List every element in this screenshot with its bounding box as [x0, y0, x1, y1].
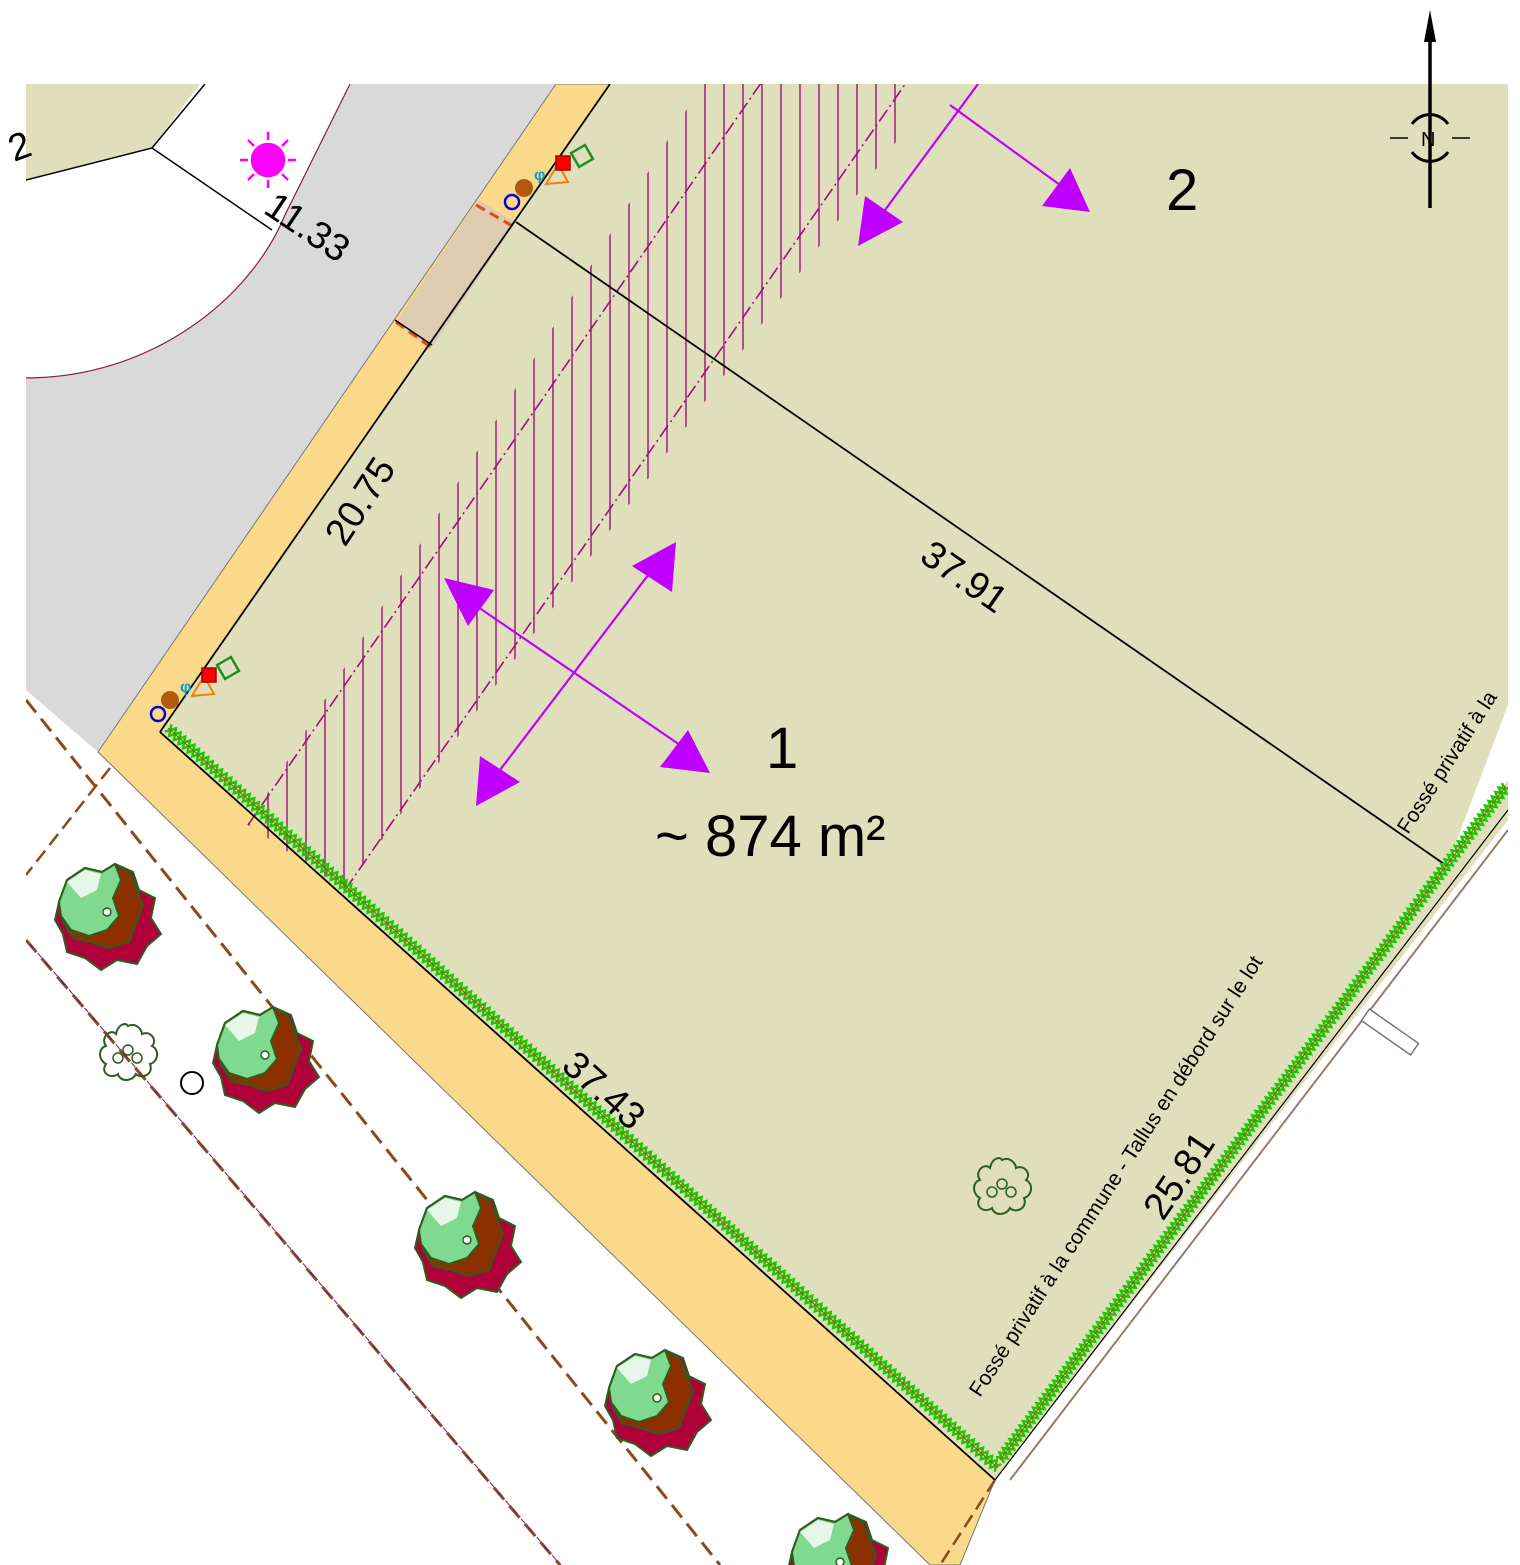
survey-point	[180, 1071, 204, 1095]
north-arrow-icon: N	[1390, 10, 1470, 208]
lot-1-number: 1	[766, 716, 798, 781]
lot-boundary-back	[994, 809, 1508, 1481]
neighbor-parcel-12	[26, 84, 200, 180]
tree-icon	[604, 1349, 712, 1457]
hedge-back	[995, 782, 1508, 1464]
green-strip-boundaries	[26, 699, 997, 1565]
driveway	[396, 200, 516, 350]
driveway-line	[394, 319, 433, 346]
lot-parcels	[160, 84, 1508, 1480]
lot-2-number: 2	[1166, 158, 1198, 223]
lot-boundary-shared	[515, 221, 1448, 867]
streetlight-icon	[240, 132, 296, 188]
driveway-edge-2	[395, 320, 433, 350]
lot-2-parcel	[516, 84, 1508, 866]
tree-icon	[787, 1513, 895, 1565]
shrub-icon	[99, 1023, 159, 1081]
road	[26, 84, 556, 752]
boundary-top-left	[151, 147, 273, 231]
ditch-culvert	[1360, 1008, 1420, 1056]
lot-1-parcel	[160, 222, 1508, 1480]
driveway-edge-1	[475, 203, 517, 230]
tree-icon	[414, 1191, 522, 1299]
tree-icon	[212, 1006, 320, 1114]
lot-boundary-front	[159, 84, 611, 733]
lot-boundary-bottom	[159, 731, 996, 1481]
access-arrows	[444, 84, 1090, 806]
ditch-edge	[1009, 829, 1508, 1481]
north-label: N	[1421, 129, 1435, 151]
tree-icon	[54, 863, 162, 971]
hedge-bottom	[164, 724, 1002, 1472]
lot-1-area: ~ 874 m²	[655, 804, 886, 869]
cul-de-sac-edge	[26, 84, 351, 379]
